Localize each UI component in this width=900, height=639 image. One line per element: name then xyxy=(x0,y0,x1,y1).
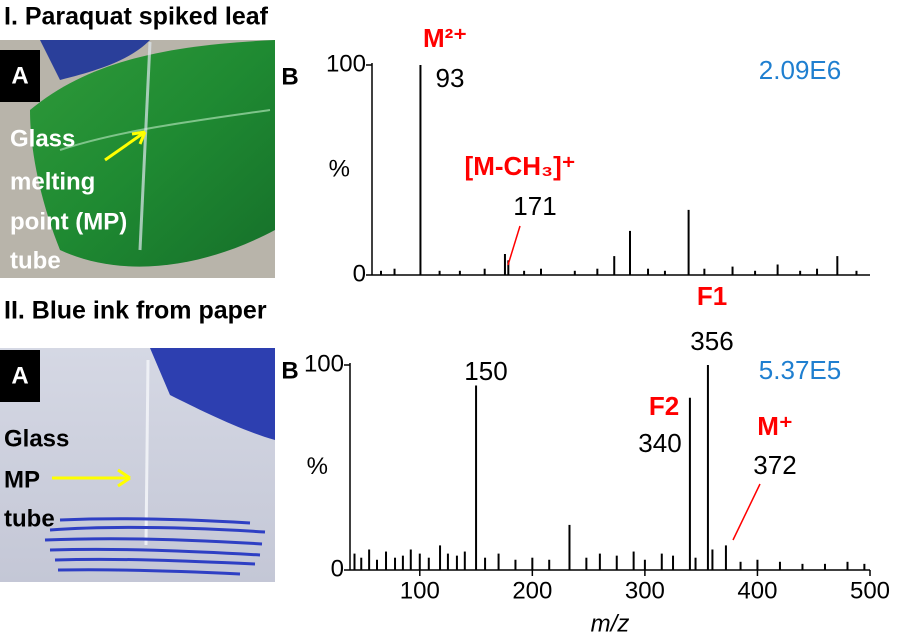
photo-caption: MP xyxy=(4,466,40,493)
y-tick-label: 100 xyxy=(326,50,366,77)
photo-caption: Glass xyxy=(10,125,75,152)
panel-title: II. Blue ink from paper xyxy=(4,297,267,325)
y-tick-label: 0 xyxy=(353,260,366,287)
base-peak-intensity: 2.09E6 xyxy=(759,55,841,85)
peak-annotation: [M-CH₃]⁺ xyxy=(465,151,576,181)
y-axis-label: % xyxy=(329,155,350,182)
photo-label: A xyxy=(11,62,28,89)
y-axis-label: % xyxy=(307,453,328,480)
x-tick-label: 100 xyxy=(400,577,440,604)
leader-line xyxy=(507,225,521,266)
panel-label: B xyxy=(281,357,298,384)
photo-label-box xyxy=(0,350,40,402)
photo-leaf xyxy=(0,40,275,278)
panel-title: I. Paraquat spiked leaf xyxy=(4,3,269,31)
photo-caption: Glass xyxy=(4,425,69,452)
peak-label: 150 xyxy=(464,356,507,386)
x-tick-label: 500 xyxy=(850,577,890,604)
panel-label: B xyxy=(281,63,298,90)
photo-caption: tube xyxy=(4,505,55,532)
peak-annotation: F2 xyxy=(649,391,679,421)
peak-label: 93 xyxy=(436,63,465,93)
x-axis-label: m/z xyxy=(591,610,630,637)
leader-line xyxy=(732,483,761,541)
peak-annotation: F1 xyxy=(697,281,727,311)
peak-annotation: M⁺ xyxy=(757,411,792,441)
peak-label: 372 xyxy=(753,450,796,480)
photo-caption: point (MP) xyxy=(10,208,127,235)
photo-caption: melting xyxy=(10,168,95,195)
photo-label: A xyxy=(11,362,28,389)
photo-ink xyxy=(0,348,275,582)
x-tick-label: 200 xyxy=(512,577,552,604)
y-tick-label: 100 xyxy=(304,350,344,377)
peak-annotation: M²⁺ xyxy=(423,23,467,53)
y-tick-label: 0 xyxy=(331,555,344,582)
base-peak-intensity: 5.37E5 xyxy=(759,355,841,385)
photo-label-box xyxy=(0,50,40,102)
peak-label: 356 xyxy=(690,326,733,356)
peak-label: 340 xyxy=(638,428,681,458)
peak-label: 171 xyxy=(513,191,556,221)
x-tick-label: 300 xyxy=(625,577,665,604)
photo-caption: tube xyxy=(10,247,61,274)
x-tick-label: 400 xyxy=(737,577,777,604)
